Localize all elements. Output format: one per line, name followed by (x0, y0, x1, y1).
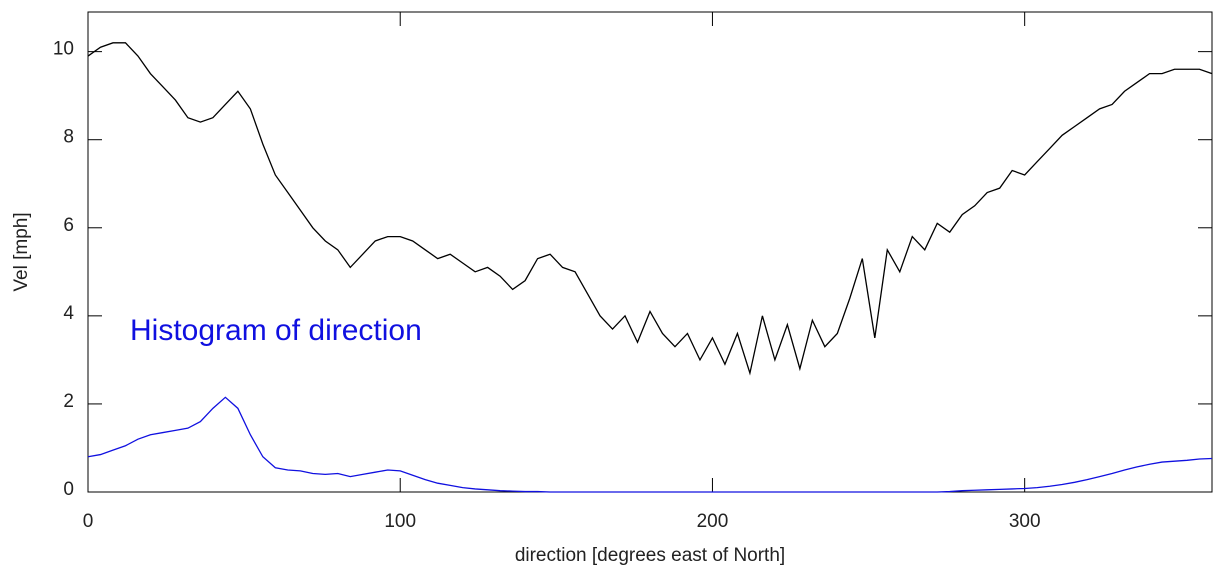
x-tick-label: 100 (384, 511, 416, 532)
y-axis-label: Vel [mph] (11, 212, 32, 291)
data-line (87, 396, 1213, 493)
plot-frame (87, 11, 1213, 493)
y-tick-label: 8 (63, 127, 74, 148)
x-tick-label: 0 (83, 511, 94, 532)
y-tick-label: 4 (63, 303, 74, 324)
x-tick-label: 300 (1009, 511, 1041, 532)
x-axis-label: direction [degrees east of North] (515, 545, 785, 566)
x-tick-label: 200 (697, 511, 729, 532)
data-line (87, 42, 1213, 376)
y-tick-label: 2 (63, 391, 74, 412)
y-tick-label: 10 (53, 39, 74, 60)
y-tick-label: 0 (63, 479, 74, 500)
y-tick-label: 6 (63, 215, 74, 236)
annotation: Histogram of direction (130, 314, 422, 347)
